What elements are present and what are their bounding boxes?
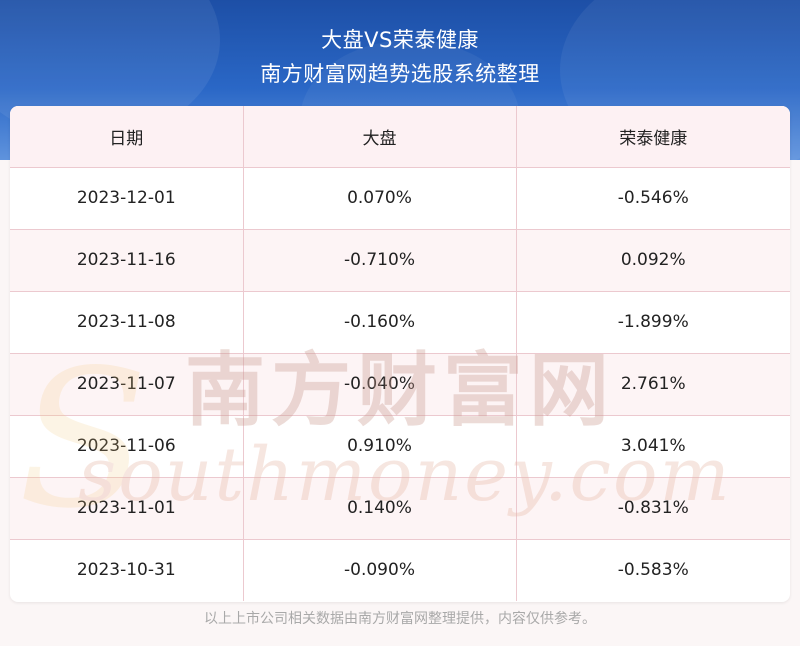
column-header-market: 大盘 [243,106,517,168]
cell-market-change: -0.090% [243,539,517,601]
cell-date: 2023-11-16 [10,229,244,292]
cell-market-change: -0.160% [243,291,517,354]
table-row: 2023-11-08 -0.160% -1.899% [10,291,790,354]
cell-date: 2023-12-01 [10,167,244,230]
column-header-date: 日期 [10,106,244,168]
cell-stock-change: 3.041% [516,415,790,478]
cell-stock-change: -1.899% [516,291,790,354]
table-row: 2023-11-07 -0.040% 2.761% [10,353,790,416]
cell-stock-change: -0.546% [516,167,790,230]
cell-market-change: 0.140% [243,477,517,540]
cell-date: 2023-11-01 [10,477,244,540]
cell-stock-change: 0.092% [516,229,790,292]
table-header-row: 日期 大盘 荣泰健康 [10,106,790,168]
cell-stock-change: -0.831% [516,477,790,540]
cell-stock-change: -0.583% [617,560,689,581]
column-header-stock: 荣泰健康 [516,106,790,168]
cell-date: 2023-11-08 [10,291,244,354]
table-row: 2023-11-01 0.140% -0.831% [10,477,790,540]
table-row: 2023-12-01 0.070% -0.546% [10,167,790,230]
cell-market-change: -0.710% [243,229,517,292]
cell-market-change: -0.040% [243,353,517,416]
cell-stock-change: 2.761% [516,353,790,416]
footer-disclaimer: 以上上市公司相关数据由南方财富网整理提供，内容仅供参考。 [204,611,596,627]
comparison-table-card: 日期 大盘 荣泰健康 2023-12-01 0.070% -0.546% 202… [10,106,790,602]
cell-market-change: 0.070% [243,167,517,230]
cell-date: 2023-10-31 [10,539,244,601]
table-row: 2023-11-06 0.910% 3.041% [10,415,790,478]
comparison-table: 日期 大盘 荣泰健康 2023-12-01 0.070% -0.546% 202… [10,106,790,601]
page-title: 大盘VS荣泰健康 [321,28,479,52]
cell-date: 2023-11-07 [10,353,244,416]
table-row: 2023-10-31 -0.090% -0.583% [10,539,790,601]
table-row: 2023-11-16 -0.710% 0.092% [10,229,790,292]
page-subtitle: 南方财富网趋势选股系统整理 [260,62,540,86]
cell-market-change: 0.910% [243,415,517,478]
cell-date: 2023-11-06 [10,415,244,478]
